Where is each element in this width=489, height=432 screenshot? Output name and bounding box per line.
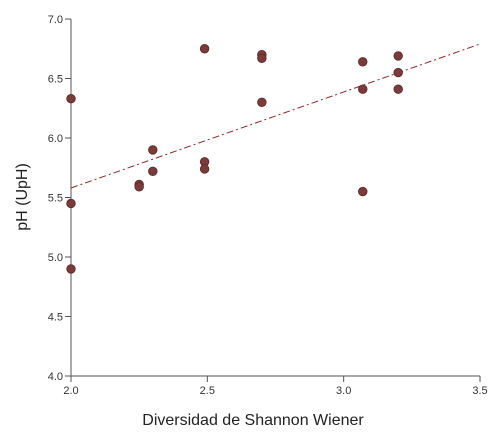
data-point xyxy=(134,182,144,192)
data-point xyxy=(199,44,210,54)
data-point xyxy=(66,264,76,274)
x-tick-label: 3.0 xyxy=(336,385,351,397)
data-point xyxy=(66,94,76,104)
y-tick-label: 6.0 xyxy=(48,133,63,145)
data-point xyxy=(257,97,267,108)
x-tick-label: 2.0 xyxy=(63,385,78,397)
y-tick-label: 4.5 xyxy=(48,312,63,324)
data-point xyxy=(199,164,210,174)
x-axis-ticks: 2.0 2.5 3.0 3.5 xyxy=(63,376,488,397)
data-points-layer xyxy=(66,44,403,274)
y-axis-title: pH (UpH) xyxy=(14,163,31,231)
y-tick-label: 5.0 xyxy=(48,252,63,264)
y-tick-label: 4.0 xyxy=(48,371,63,383)
trendline-layer xyxy=(70,43,481,189)
data-point xyxy=(66,198,76,209)
y-tick-label: 6.5 xyxy=(48,74,63,86)
trendline xyxy=(70,43,481,189)
y-tick-label: 5.5 xyxy=(48,193,63,205)
data-point xyxy=(393,51,403,61)
y-axis-ticks: 4.0 4.5 5.0 5.5 6.0 6.5 7.0 xyxy=(48,14,71,383)
data-point xyxy=(358,57,368,67)
data-point xyxy=(393,84,403,94)
y-tick-label: 7.0 xyxy=(48,14,63,26)
data-point xyxy=(358,186,368,197)
x-tick-label: 2.5 xyxy=(200,385,215,397)
data-point xyxy=(358,84,368,94)
data-point xyxy=(257,53,267,63)
data-point xyxy=(148,145,158,155)
data-point xyxy=(393,67,403,78)
x-tick-label: 3.5 xyxy=(472,385,487,397)
x-axis-title: Diversidad de Shannon Wiener xyxy=(142,412,364,429)
data-point xyxy=(148,166,158,177)
